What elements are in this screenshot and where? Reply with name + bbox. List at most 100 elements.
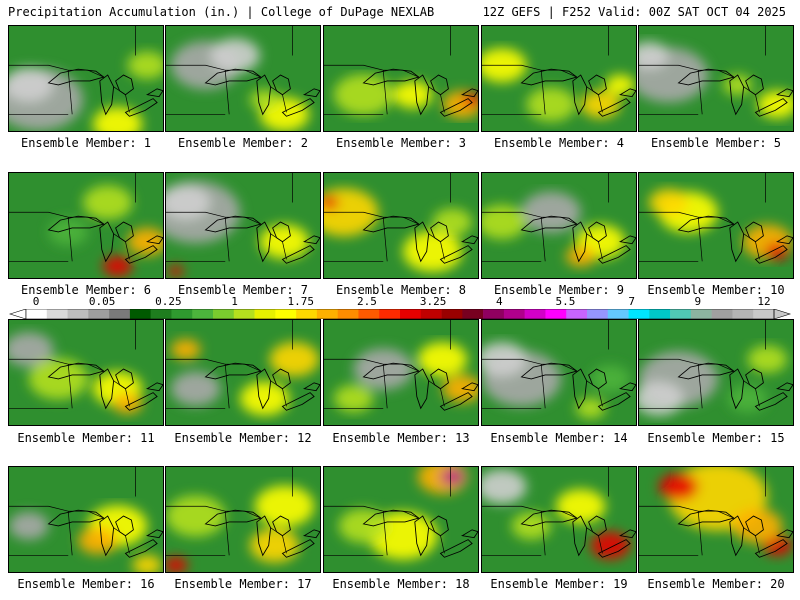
ensemble-member-caption: Ensemble Member: 6 <box>20 283 152 297</box>
precip-region <box>249 89 280 110</box>
colorbar-swatch <box>566 309 588 319</box>
ensemble-member-map <box>165 466 321 573</box>
precip-region <box>166 495 226 537</box>
lake-outline <box>775 529 793 539</box>
precip-region <box>102 255 133 277</box>
lake-outline <box>115 221 134 243</box>
lake-outline <box>754 392 788 411</box>
lake-outline <box>47 509 105 527</box>
lake-outline <box>572 221 588 263</box>
precip-region <box>9 332 54 367</box>
lake-outline <box>145 235 163 245</box>
lake-outline <box>588 368 607 390</box>
lake-outline <box>414 368 430 410</box>
colorbar-tick-label: 0 <box>32 295 40 308</box>
precip-region <box>9 512 49 540</box>
colorbar-swatch <box>607 309 629 319</box>
precipitation-field <box>166 173 320 278</box>
colorbar-frame <box>25 309 775 319</box>
lake-outline <box>281 245 315 264</box>
state-border <box>67 70 73 115</box>
lake-outline <box>745 515 764 537</box>
ensemble-member-map <box>8 172 164 279</box>
precipitation-field <box>482 320 636 425</box>
precip-region <box>9 67 54 103</box>
precip-region <box>127 51 163 79</box>
lake-outline <box>677 68 735 86</box>
state-border <box>482 505 577 519</box>
ensemble-member-map <box>638 466 794 573</box>
ensemble-member-map <box>165 172 321 279</box>
ensemble-member-caption: Ensemble Member: 20 <box>647 577 785 591</box>
precip-region <box>648 188 689 217</box>
precip-region <box>639 381 684 416</box>
precip-region <box>658 472 699 501</box>
lake-outline <box>256 221 272 263</box>
precip-region <box>324 195 339 210</box>
colorbar: 0 0.05 0.25 1 1.75 2.5 3.25 4 5.5 7 9 12 <box>0 295 800 319</box>
lake-outline <box>47 68 105 86</box>
precipitation-field <box>166 26 320 131</box>
state-border <box>382 511 388 556</box>
lake-outline <box>272 221 291 243</box>
colorbar-swatch <box>379 309 401 319</box>
lake-outline <box>145 88 163 98</box>
state-border <box>324 211 419 225</box>
precip-region <box>333 384 374 413</box>
colorbar-tick-label: 3.25 <box>419 295 447 308</box>
precip-region <box>170 339 201 360</box>
state-border <box>166 505 261 519</box>
precip-region <box>765 243 790 260</box>
lake-outline <box>775 382 793 392</box>
state-border <box>224 511 230 556</box>
lake-outline <box>754 539 788 558</box>
precip-region <box>338 508 389 544</box>
state-border <box>697 364 703 409</box>
colorbar-strip <box>8 309 792 319</box>
ensemble-member-map <box>638 319 794 426</box>
state-border <box>67 217 73 262</box>
precipitation-field <box>324 26 478 131</box>
precip-region <box>48 218 88 246</box>
ensemble-member-caption: Ensemble Member: 8 <box>335 283 467 297</box>
lake-outline <box>145 382 163 392</box>
lake-outline <box>618 529 636 539</box>
state-border <box>9 358 104 372</box>
colorbar-swatch <box>711 309 733 319</box>
lake-outline <box>597 392 631 411</box>
colorbar-swatch <box>400 309 422 319</box>
lake-outline <box>362 509 420 527</box>
precip-region <box>482 204 527 240</box>
precipitation-field <box>324 467 478 572</box>
lake-outline <box>115 515 134 537</box>
colorbar-min-arrow <box>8 309 27 319</box>
lake-outline <box>124 98 158 117</box>
precip-region <box>127 227 163 256</box>
lake-outline <box>256 368 272 410</box>
precip-region <box>78 526 118 555</box>
ensemble-member-map <box>323 25 479 132</box>
ensemble-member-map <box>323 319 479 426</box>
precip-region <box>440 468 465 486</box>
lake-outline <box>618 88 636 98</box>
lake-outline <box>204 362 262 380</box>
lake-outline <box>597 539 631 558</box>
lake-outline <box>145 529 163 539</box>
colorbar-tick-label: 9 <box>694 295 702 308</box>
state-border <box>324 358 419 372</box>
precip-region <box>722 74 753 96</box>
colorbar-tick-label: 7 <box>628 295 635 308</box>
colorbar-swatch <box>670 309 692 319</box>
lake-outline <box>272 515 291 537</box>
state-border <box>324 505 419 519</box>
lake-outline <box>302 529 320 539</box>
colorbar-swatch <box>503 309 525 319</box>
state-border <box>67 364 73 409</box>
ensemble-member-caption: Ensemble Member: 7 <box>177 283 309 297</box>
ensemble-member-caption: Ensemble Member: 12 <box>174 431 312 445</box>
colorbar-swatch <box>732 309 754 319</box>
lake-outline <box>47 362 105 380</box>
lake-outline <box>204 509 262 527</box>
lake-outline <box>302 88 320 98</box>
precip-region <box>210 38 260 73</box>
